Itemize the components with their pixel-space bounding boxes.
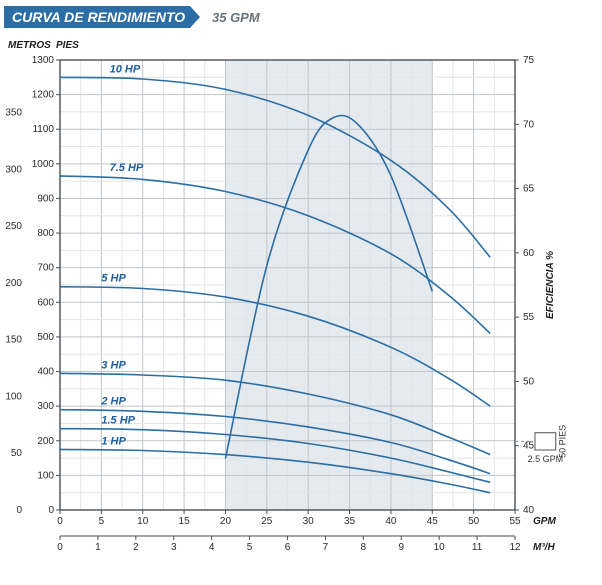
axis-label-metros: METROS xyxy=(8,40,51,51)
tick-pies: 100 xyxy=(37,470,54,481)
tick-eff: 40 xyxy=(523,505,535,516)
tick-gpm: 45 xyxy=(427,516,439,527)
tick-eff: 65 xyxy=(523,184,535,195)
tick-pies: 600 xyxy=(37,297,54,308)
tick-metros: 50 xyxy=(11,448,23,459)
tick-gpm: 0 xyxy=(57,516,63,527)
tick-eff: 70 xyxy=(523,119,535,130)
tick-m3h: 6 xyxy=(285,542,291,553)
tick-m3h: 3 xyxy=(171,542,177,553)
tick-m3h: 10 xyxy=(434,542,446,553)
tick-pies: 0 xyxy=(48,505,54,516)
tick-m3h: 5 xyxy=(247,542,253,553)
tick-metros: 200 xyxy=(5,278,22,289)
tick-gpm: 10 xyxy=(137,516,149,527)
tick-metros: 300 xyxy=(5,164,22,175)
tick-pies: 700 xyxy=(37,263,54,274)
curve-label: 1.5 HP xyxy=(101,415,135,427)
curve-label: 7.5 HP xyxy=(110,162,144,174)
tick-m3h: 0 xyxy=(57,542,63,553)
legend-y-label: 50 PIES xyxy=(558,425,568,458)
tick-gpm: 20 xyxy=(220,516,232,527)
tick-metros: 150 xyxy=(5,335,22,346)
tick-gpm: 35 xyxy=(344,516,356,527)
tick-m3h: 8 xyxy=(361,542,367,553)
tick-gpm: 5 xyxy=(99,516,105,527)
tick-pies: 800 xyxy=(37,228,54,239)
tick-m3h: 9 xyxy=(398,542,404,553)
tick-m3h: 4 xyxy=(209,542,215,553)
axis-label-pies: PIES xyxy=(56,40,79,51)
curve-label: 5 HP xyxy=(101,273,126,285)
tick-eff: 50 xyxy=(523,376,535,387)
tick-metros: 250 xyxy=(5,221,22,232)
tick-m3h: 12 xyxy=(509,542,521,553)
tick-pies: 400 xyxy=(37,367,54,378)
tick-eff: 75 xyxy=(523,55,535,66)
tick-metros: 350 xyxy=(5,107,22,118)
tick-eff: 45 xyxy=(523,441,535,452)
tick-eff: 55 xyxy=(523,312,535,323)
tick-gpm: 50 xyxy=(468,516,480,527)
tick-pies: 1100 xyxy=(32,124,54,135)
legend-box xyxy=(535,433,556,450)
tick-pies: 1000 xyxy=(32,159,55,170)
header-subtitle: 35 GPM xyxy=(212,10,261,25)
tick-metros: 0 xyxy=(16,505,22,516)
curve-label: 1 HP xyxy=(101,435,126,447)
tick-m3h: 2 xyxy=(133,542,139,553)
curve-label: 10 HP xyxy=(110,63,141,75)
header-title: CURVA DE RENDIMIENTO xyxy=(12,9,185,25)
tick-pies: 500 xyxy=(37,332,54,343)
tick-pies: 1200 xyxy=(32,90,55,101)
curve-label: 2 HP xyxy=(100,396,126,408)
tick-m3h: 7 xyxy=(323,542,329,553)
tick-gpm: 15 xyxy=(179,516,191,527)
tick-gpm: 25 xyxy=(261,516,273,527)
tick-pies: 1300 xyxy=(32,55,55,66)
tick-eff: 60 xyxy=(523,248,535,259)
tick-pies: 900 xyxy=(37,193,54,204)
tick-gpm: 30 xyxy=(303,516,315,527)
tick-m3h: 11 xyxy=(472,542,483,553)
axis-label-gpm: GPM xyxy=(533,516,556,527)
axis-label-eficiencia: EFICIENCIA % xyxy=(545,251,556,319)
tick-gpm: 40 xyxy=(385,516,397,527)
tick-metros: 100 xyxy=(5,391,22,402)
tick-m3h: 1 xyxy=(95,542,101,553)
tick-gpm: 55 xyxy=(509,516,521,527)
tick-pies: 200 xyxy=(37,436,54,447)
axis-label-m3h: M³/H xyxy=(533,542,555,553)
tick-pies: 300 xyxy=(37,401,54,412)
curve-label: 3 HP xyxy=(101,359,126,371)
